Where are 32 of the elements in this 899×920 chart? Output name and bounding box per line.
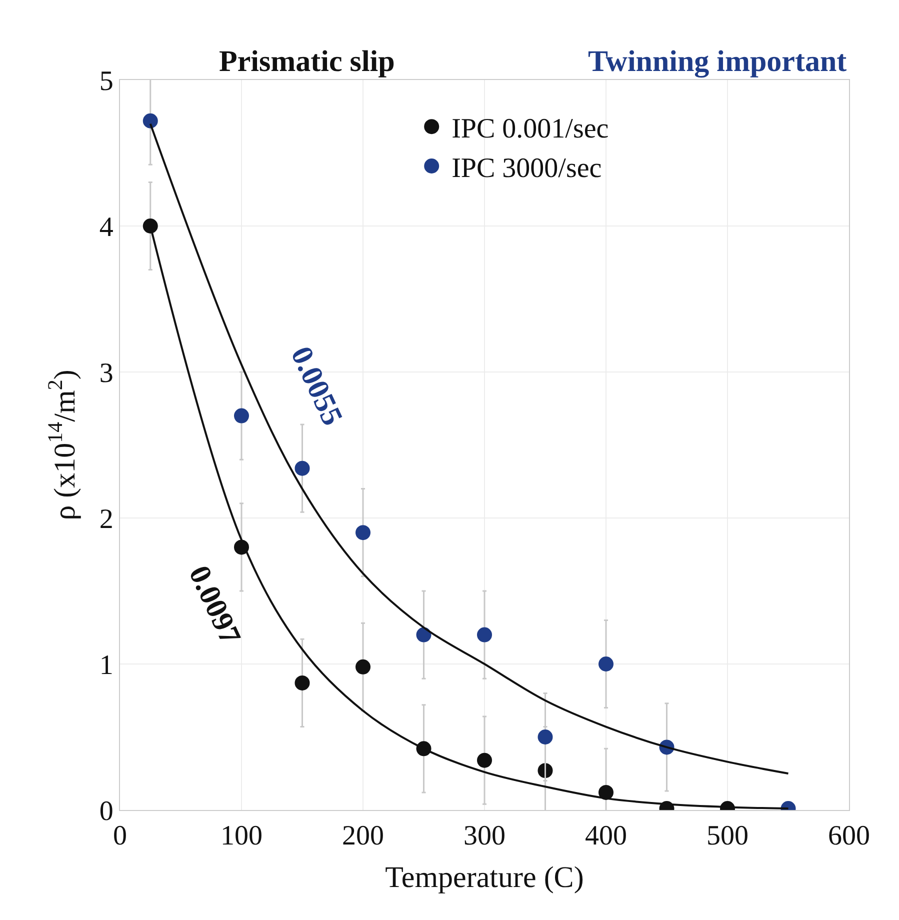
point [294, 460, 310, 476]
point [598, 656, 614, 672]
y-tick-label: 5 [99, 66, 114, 97]
point [356, 525, 370, 540]
x-tick-label: 400 [585, 820, 627, 852]
y-tick-label: 3 [99, 358, 114, 389]
x-tick-label: 500 [706, 820, 748, 852]
y-tick-label: 1 [99, 650, 114, 681]
text: Twinning important [588, 45, 847, 78]
text: Prismatic slip [219, 45, 395, 78]
point [356, 659, 370, 674]
annotation: 0.0055 [284, 342, 350, 430]
annotation: 0.0097 [182, 560, 248, 650]
x-tick-label: 200 [342, 820, 384, 852]
legend-label: IPC 0.001/sec [452, 114, 609, 145]
point [477, 627, 492, 642]
y-tick-label: 0 [99, 796, 114, 827]
x-tick-label: 100 [220, 820, 262, 852]
x-tick-label: 600 [828, 820, 870, 852]
x-tick-label: 300 [464, 820, 506, 852]
point [477, 752, 492, 768]
point [416, 627, 432, 642]
y-tick-label: 2 [99, 504, 114, 535]
x-axis-title: Temperature (C) [385, 861, 584, 894]
point [538, 730, 553, 744]
point [234, 408, 249, 424]
legend-label: IPC 3000/sec [452, 152, 602, 184]
point [598, 784, 614, 800]
point [294, 675, 310, 690]
point [142, 218, 158, 234]
y-tick-label: 4 [99, 212, 114, 243]
point [142, 113, 158, 128]
